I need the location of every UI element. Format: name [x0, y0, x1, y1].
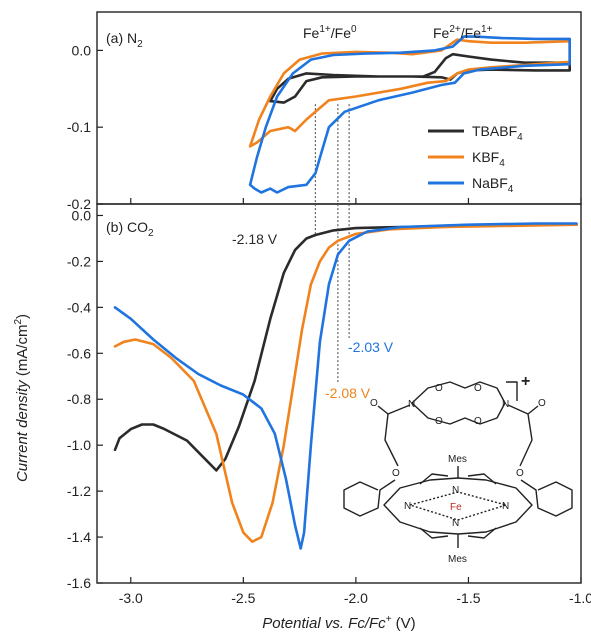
pyrrole-edges [419, 473, 497, 539]
onset-label-tbabf4: -2.18 V [232, 231, 278, 247]
panel-b-frame [96, 203, 582, 584]
panel-b-xtick-label: -3.0 [119, 590, 143, 606]
panel-a-label: (a) N2 [106, 30, 143, 50]
atom-n: N [502, 399, 509, 410]
panel-b-xtick-label: -1.5 [456, 590, 480, 606]
atom-n: N [404, 501, 411, 512]
panel-b-xtick-label: -2.5 [231, 590, 255, 606]
panel-a-curves [248, 35, 571, 194]
right-phenyl [520, 479, 573, 517]
panel-b-label: (b) CO2 [106, 219, 154, 239]
panel-b-ytick-label: -1.0 [67, 437, 91, 453]
panel-b-series-2 [113, 222, 578, 550]
atom-n: N [502, 501, 509, 512]
charge-label: + [521, 373, 530, 390]
fe-porphyrin-structure: + O O O O N N O O O O N N N N Fe Mes Mes [343, 373, 573, 565]
panel-b-ytick-label: -0.8 [67, 391, 91, 407]
panel-b-series-0 [113, 223, 578, 472]
atom-o: O [538, 398, 546, 409]
atom-o: O [435, 383, 443, 394]
legend-label-kbf4: KBF4 [472, 149, 505, 169]
atom-n: N [452, 518, 459, 529]
y-axis-label: Current density (mA/cm2) [13, 314, 31, 482]
mes-top-label: Mes [448, 454, 467, 465]
atom-o: O [474, 416, 482, 427]
atom-n: N [408, 399, 415, 410]
x-axis-label: Potential vs. Fc/Fc+ (V) [262, 614, 415, 632]
atom-fe: Fe [450, 502, 462, 513]
panel-a-ytick-label: 0.0 [72, 42, 92, 58]
panel-a-series-2 [248, 35, 571, 194]
atom-o: O [370, 398, 378, 409]
left-phenyl [343, 479, 396, 517]
panel-b-ytick-label: -0.4 [67, 299, 91, 315]
onset-label-nabf4: -2.03 V [348, 339, 394, 355]
panel-b-ytick-label: -1.2 [67, 483, 91, 499]
mes-bottom-label: Mes [448, 554, 467, 565]
panel-a-ytick-label: -0.1 [67, 119, 91, 135]
panel-b-ytick-label: -1.4 [67, 529, 91, 545]
fe1-fe0-annotation: Fe1+/Fe0 [303, 24, 357, 41]
right-arm [507, 404, 533, 467]
panel-b-xtick-label: -2.0 [344, 590, 368, 606]
atom-o: O [435, 416, 443, 427]
porphyrin-ring [383, 477, 533, 535]
legend-label-tbabf4: TBABF4 [472, 123, 523, 143]
atom-n: N [452, 485, 459, 496]
atom-o: O [474, 383, 482, 394]
panel-a-ytick-label: -0.2 [67, 196, 91, 212]
crown-ether-ring [411, 381, 506, 425]
fe2-fe1-annotation: Fe2+/Fe1+ [433, 24, 493, 41]
panel-b-ytick-label: -1.6 [67, 575, 91, 591]
panel-b-series-1 [113, 223, 578, 543]
panel-a-axis: 0.0 -0.1 -0.2 [67, 42, 582, 212]
left-carbonyl [377, 405, 389, 415]
legend-label-nabf4: NaBF4 [472, 175, 514, 195]
panel-b-curves [113, 222, 578, 550]
panel-b-ytick-label: -0.2 [67, 253, 91, 269]
panel-b-ytick-label: -0.6 [67, 345, 91, 361]
panel-a-series-0 [269, 52, 571, 104]
atom-o: O [516, 468, 524, 479]
left-arm [384, 404, 411, 467]
panel-b-axis: 0.0 -0.2 -0.4 -0.6 -0.8 -1.0 -1.2 -1.4 -1.6 -3.0 -… [67, 207, 591, 606]
legend: TBABF4 KBF4 NaBF4 [428, 123, 523, 195]
right-carbonyl [527, 405, 539, 415]
panel-b-xtick-label: -1.0 [569, 590, 591, 606]
charge-bracket [506, 381, 518, 401]
fe-n-bonds [409, 491, 507, 521]
onset-label-kbf4: -2.08 V [325, 385, 371, 401]
atom-o: O [392, 468, 400, 479]
panel-b-ytick-label: 0.0 [72, 207, 92, 223]
